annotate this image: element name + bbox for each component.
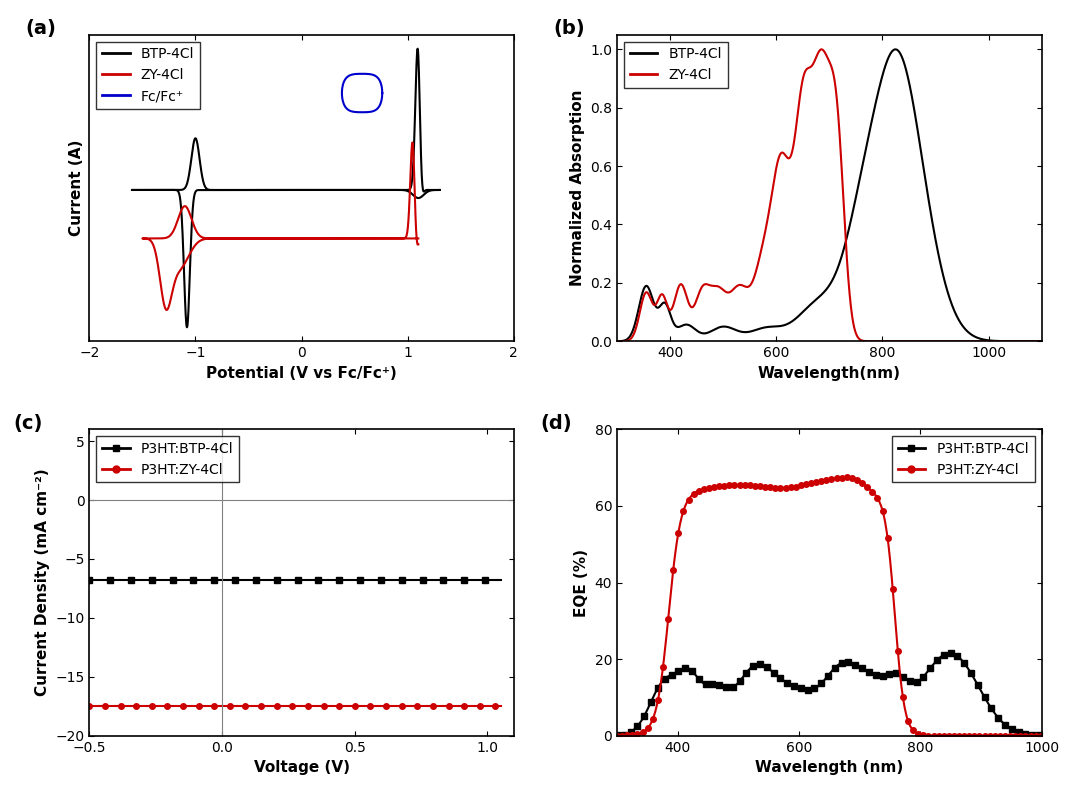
Y-axis label: EQE (%): EQE (%) [575, 548, 589, 617]
Y-axis label: Current (A): Current (A) [69, 140, 84, 236]
X-axis label: Potential (V vs Fc/Fc⁺): Potential (V vs Fc/Fc⁺) [206, 365, 397, 380]
Y-axis label: Current Density (mA cm⁻²): Current Density (mA cm⁻²) [35, 469, 50, 696]
Text: (b): (b) [553, 19, 585, 38]
X-axis label: Voltage (V): Voltage (V) [254, 760, 350, 775]
Legend: BTP-4Cl, ZY-4Cl: BTP-4Cl, ZY-4Cl [624, 41, 728, 88]
Legend: BTP-4Cl, ZY-4Cl, Fc/Fc⁺: BTP-4Cl, ZY-4Cl, Fc/Fc⁺ [96, 41, 200, 109]
Text: (a): (a) [26, 19, 56, 38]
Y-axis label: Normalized Absorption: Normalized Absorption [569, 90, 584, 287]
X-axis label: Wavelength (nm): Wavelength (nm) [755, 760, 904, 775]
Legend: P3HT:BTP-4Cl, P3HT:ZY-4Cl: P3HT:BTP-4Cl, P3HT:ZY-4Cl [892, 436, 1035, 482]
Text: (c): (c) [13, 414, 42, 433]
Text: (d): (d) [541, 414, 572, 433]
Legend: P3HT:BTP-4Cl, P3HT:ZY-4Cl: P3HT:BTP-4Cl, P3HT:ZY-4Cl [96, 436, 239, 482]
X-axis label: Wavelength(nm): Wavelength(nm) [758, 365, 901, 380]
